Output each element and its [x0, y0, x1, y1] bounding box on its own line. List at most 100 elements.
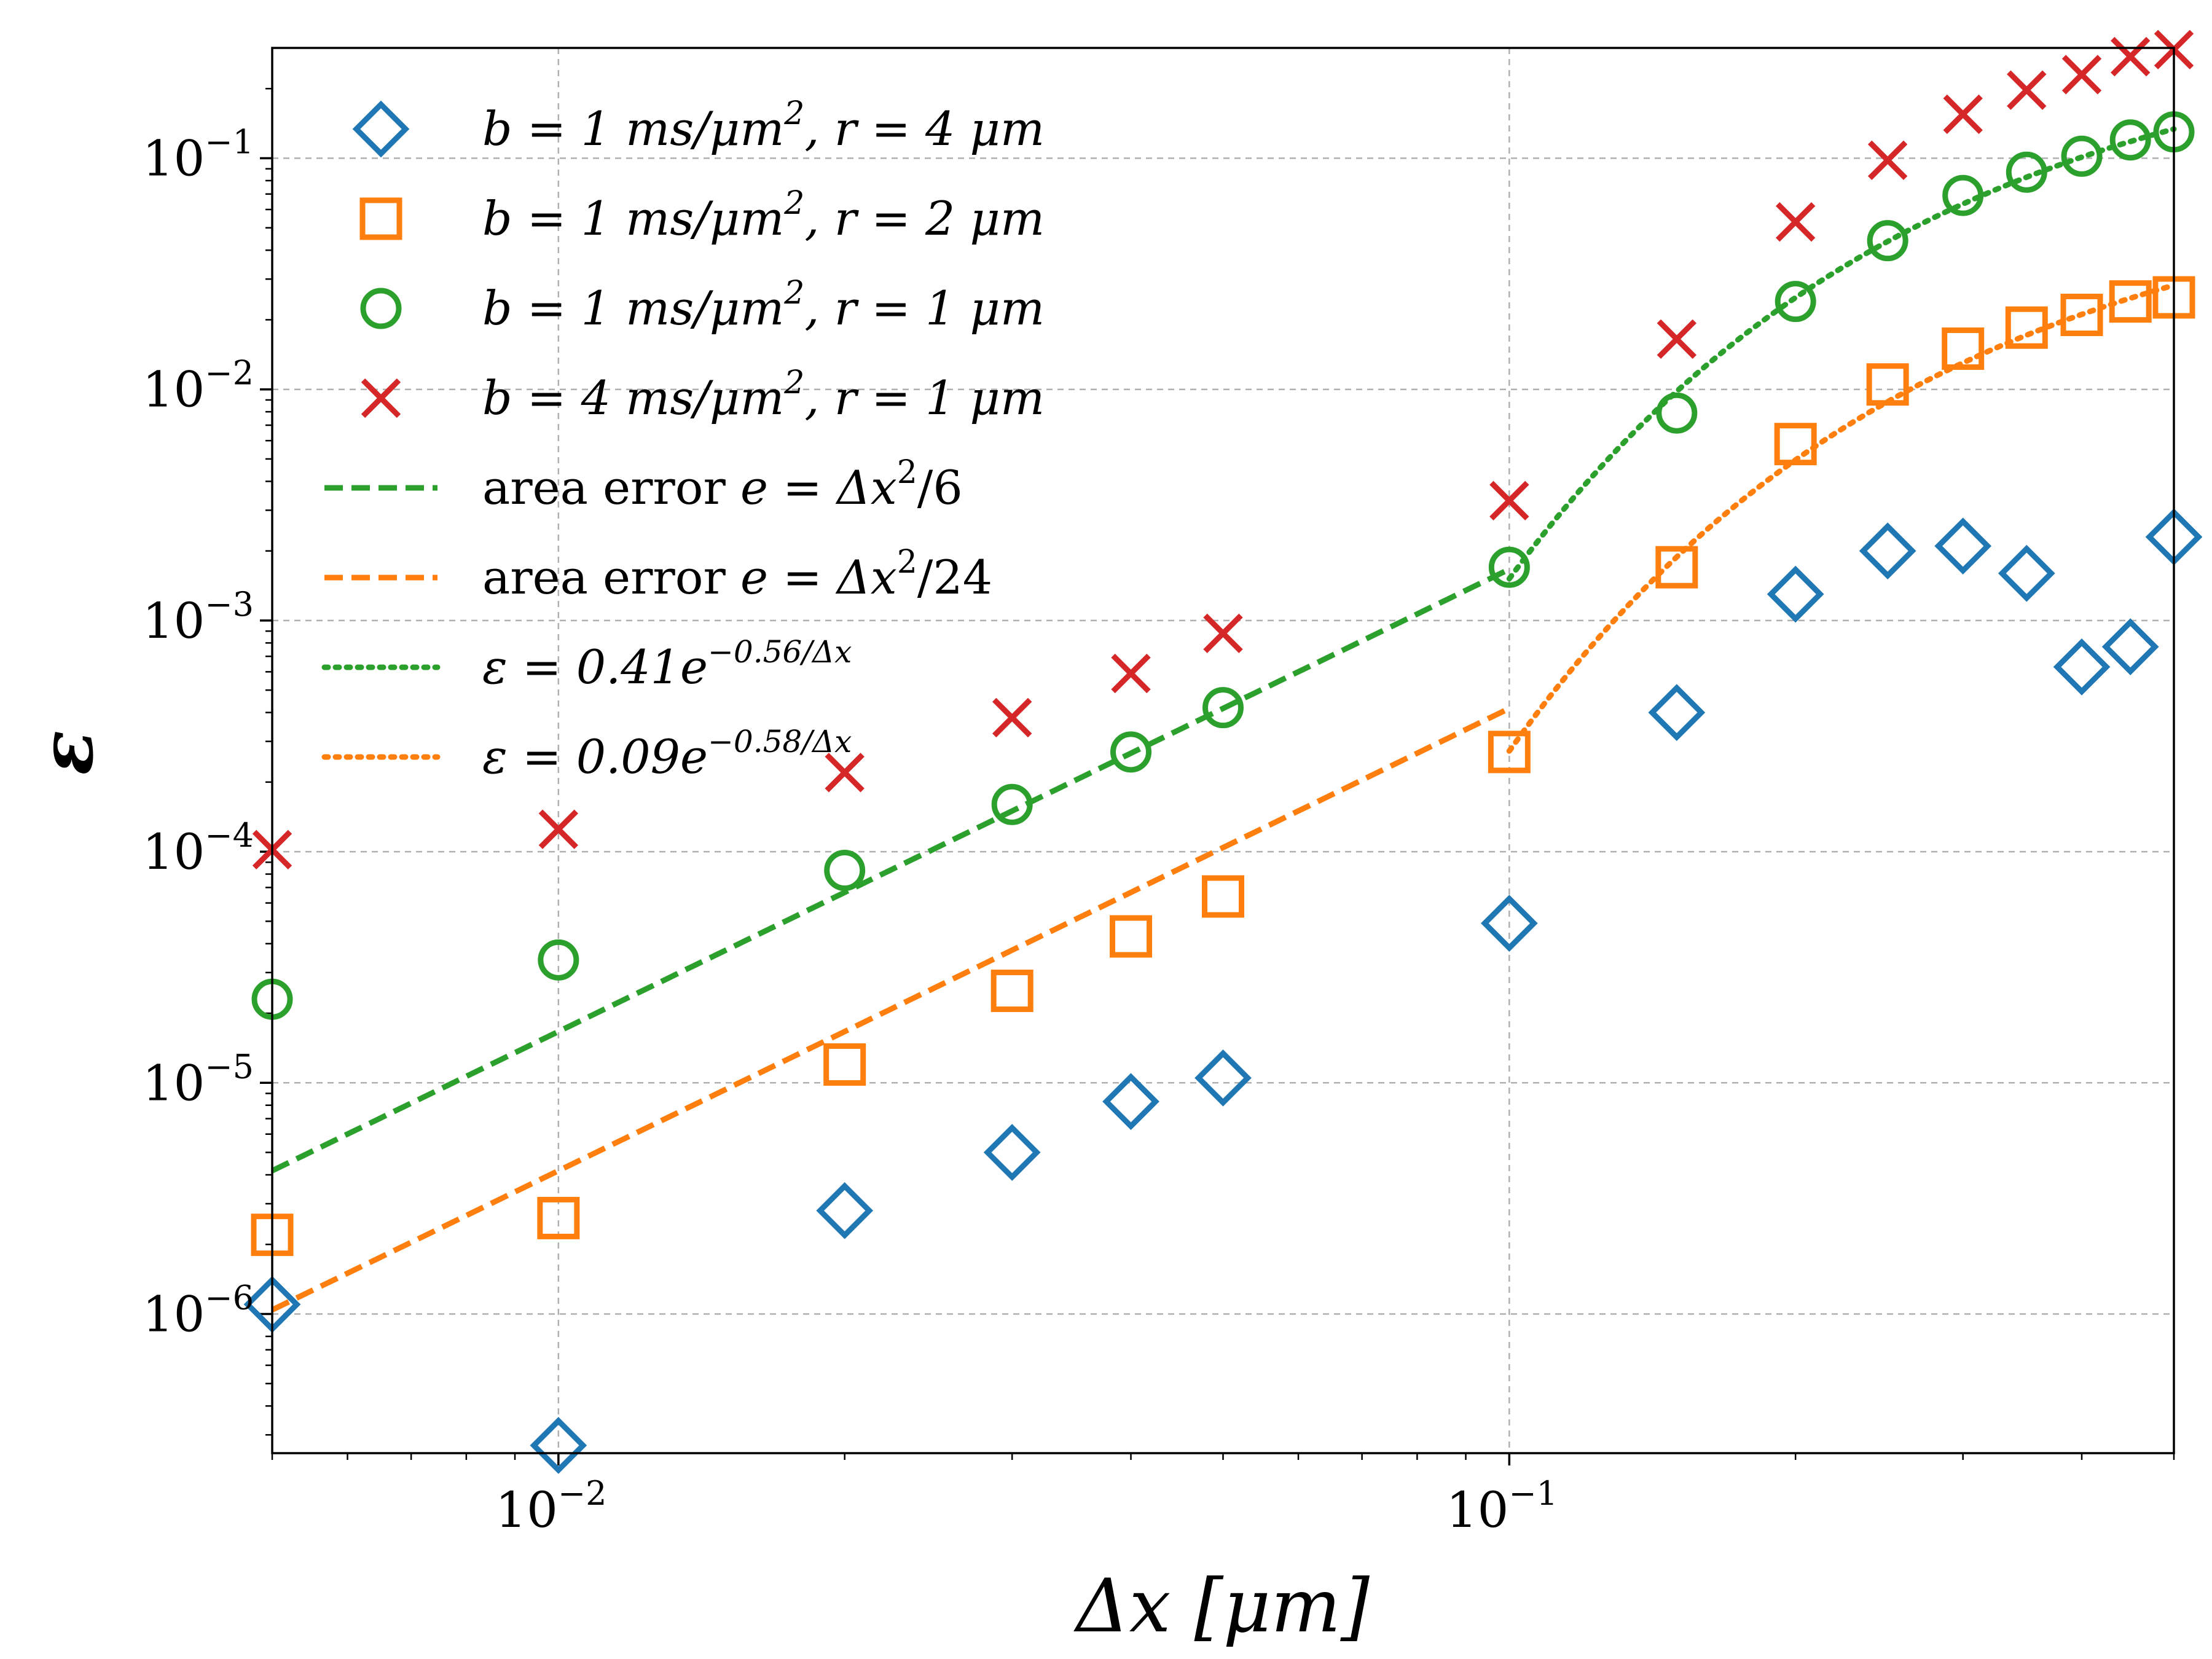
diamond-data-point	[2053, 638, 2111, 696]
y-tick-label: 10−2	[143, 354, 254, 418]
circle-data-point	[1488, 546, 1530, 588]
legend-sup: −0.58/Δx	[708, 724, 852, 759]
circle-data-point	[2061, 135, 2103, 177]
legend-square-marker	[359, 197, 402, 240]
legend-x-marker	[361, 378, 401, 418]
legend-tail: /6	[917, 460, 963, 515]
square-data-point	[2005, 306, 2048, 349]
legend-label: ε = 0.41e−0.56/Δx	[482, 634, 852, 694]
x-stroke	[1943, 94, 1983, 135]
x-data-point	[1203, 613, 1243, 653]
square-data-point	[1110, 915, 1153, 958]
y-tick-label: 10−1	[143, 122, 254, 187]
legend-r-value: , r = 1 μm	[804, 281, 1045, 335]
legend-expr: ε = 0.41e	[482, 640, 708, 694]
area-error-line	[271, 705, 1511, 1312]
x-stroke	[1867, 140, 1908, 180]
y-tick-exponent: −1	[205, 122, 254, 161]
diamond-data-point	[1859, 522, 1916, 580]
legend-r-value: , r = 1 μm	[804, 371, 1045, 425]
y-tick-label: 10−4	[143, 816, 254, 880]
diamond-data-point	[530, 1417, 587, 1474]
legend-expr: ε = 0.09e	[482, 729, 708, 784]
legend-sup: 2	[783, 364, 804, 401]
x-tick-exponent: −1	[1508, 1474, 1558, 1513]
legend: b = 1 ms/μm2, r = 4 μmb = 1 ms/μm2, r = …	[321, 95, 1045, 784]
legend-tail: /24	[917, 550, 992, 605]
x-data-point	[1111, 653, 1151, 694]
y-axis-title: ε	[23, 731, 110, 775]
legend-prefix: area error	[482, 460, 740, 515]
circle-data-point	[2006, 151, 2047, 193]
legend-b-value: b = 1 ms/μm	[482, 191, 784, 246]
x-data-point	[1867, 140, 1908, 180]
x-stroke	[1489, 480, 1529, 521]
x-data-point	[1776, 202, 1816, 242]
legend-r-value: , r = 4 μm	[804, 101, 1045, 156]
y-tick-base: 10	[143, 361, 205, 418]
circle-data-point	[1110, 731, 1152, 773]
square-data-point	[1866, 363, 1909, 406]
square-data-point	[1655, 546, 1698, 589]
y-tick-exponent: −6	[205, 1279, 254, 1317]
plot-frame	[271, 47, 2175, 1454]
legend-sup: −0.56/Δx	[708, 634, 852, 670]
y-tick-exponent: −5	[205, 1047, 254, 1086]
circle-data-point	[824, 850, 866, 892]
area-error-line	[271, 567, 1511, 1174]
x-tick-label: 10−1	[1446, 1474, 1558, 1539]
y-tick-exponent: −2	[205, 354, 254, 393]
diamond-data-point	[1480, 895, 1538, 952]
square-data-point	[1774, 423, 1817, 466]
legend-expr: e = Δx	[740, 550, 897, 605]
x-data-point	[2007, 70, 2047, 110]
y-tick-base: 10	[143, 1054, 205, 1112]
square-data-point	[2109, 280, 2152, 323]
square-data-point	[823, 1043, 866, 1086]
legend-expr: e = Δx	[740, 460, 897, 515]
diamond-data-point	[816, 1182, 874, 1239]
legend-r-value: , r = 2 μm	[804, 191, 1045, 246]
y-tick-label: 10−5	[143, 1047, 254, 1112]
x-stroke	[1203, 613, 1243, 653]
legend-b-value: b = 1 ms/μm	[482, 281, 784, 335]
legend-b-value: b = 4 ms/μm	[482, 371, 784, 425]
y-tick-base: 10	[143, 1286, 205, 1343]
square-data-point	[1488, 731, 1531, 774]
diamond-data-point	[1102, 1073, 1159, 1131]
y-tick-base: 10	[143, 130, 205, 187]
x-data-point	[825, 753, 865, 793]
square-data-point	[537, 1196, 580, 1239]
x-data-point	[1943, 94, 1983, 135]
x-stroke	[1657, 319, 1697, 359]
data-markers	[243, 29, 2203, 1474]
x-stroke	[1111, 653, 1151, 694]
diamond-data-point	[1648, 684, 1706, 741]
y-tick-exponent: −4	[205, 816, 254, 855]
tick-labels: 10−610−510−410−310−210−110−2 10−1	[143, 122, 1558, 1539]
x-data-point	[992, 697, 1032, 738]
x-tick-label: 10−2	[495, 1474, 606, 1539]
diamond-data-point	[983, 1124, 1041, 1181]
y-tick-base: 10	[143, 592, 205, 649]
x-stroke	[538, 809, 579, 849]
legend-label: area error e = Δx2/24	[482, 544, 992, 605]
circle-data-point	[538, 939, 579, 981]
x-stroke	[2111, 37, 2151, 77]
circle-data-point	[991, 783, 1033, 825]
x-data-point	[2061, 55, 2102, 95]
legend-diamond-marker	[352, 100, 410, 158]
diamond-data-point	[1998, 544, 2055, 602]
legend-b-value: b = 1 ms/μm	[482, 101, 784, 156]
legend-label: ε = 0.09e−0.58/Δx	[482, 724, 852, 784]
legend-sup: 2	[783, 95, 804, 132]
x-stroke	[361, 378, 401, 418]
legend-label: b = 4 ms/μm2, r = 1 μm	[482, 364, 1045, 425]
circle-data-point	[1202, 687, 1244, 729]
y-tick-exponent: −3	[205, 585, 254, 624]
square-data-point	[1202, 875, 1244, 918]
legend-circle-marker	[360, 288, 402, 329]
legend-sup: 2	[783, 185, 804, 222]
